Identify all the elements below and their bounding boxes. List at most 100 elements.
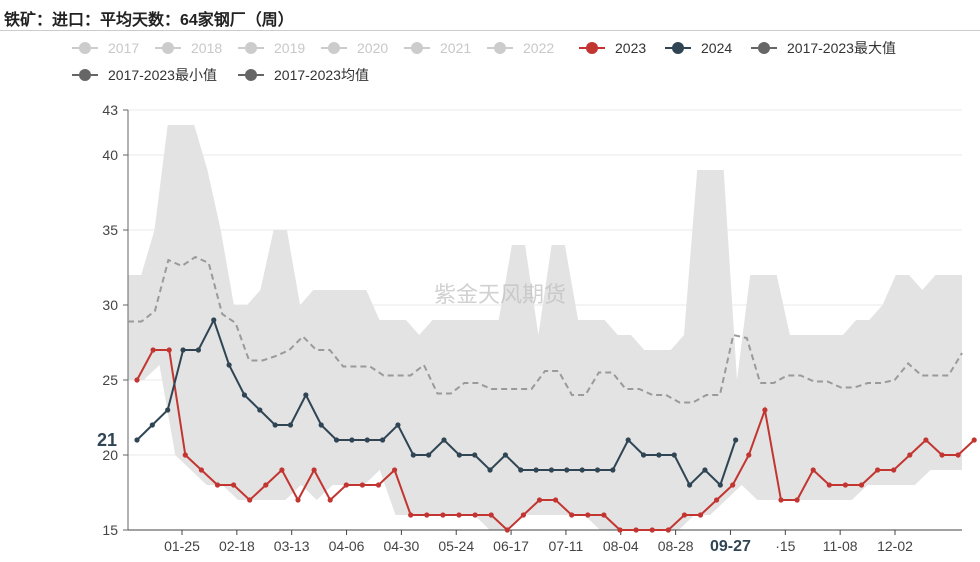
legend-label: 2021 <box>440 40 471 56</box>
x-tick-label: 01-25 <box>164 538 200 554</box>
data-point-2023 <box>569 512 575 518</box>
x-tick-label: 07-11 <box>549 538 584 554</box>
series-line-2024 <box>136 317 737 487</box>
data-point-2024 <box>733 437 739 443</box>
data-point-2023 <box>665 527 671 533</box>
legend-marker <box>672 42 684 54</box>
data-point-2023 <box>810 467 816 473</box>
data-point-2023 <box>231 482 237 488</box>
data-point-2024 <box>579 467 585 473</box>
data-point-2024 <box>149 422 155 428</box>
data-point-2024 <box>380 437 386 443</box>
data-point-2023 <box>263 482 269 488</box>
data-point-2023 <box>697 512 704 518</box>
data-point-2023 <box>714 497 720 503</box>
legend-label: 2023 <box>615 40 646 56</box>
data-point-2024 <box>656 452 662 458</box>
data-point-2023 <box>649 527 655 533</box>
data-point-2024 <box>702 467 708 473</box>
mean-line <box>128 255 963 404</box>
data-point-2023 <box>601 512 607 518</box>
data-point-2023 <box>440 512 446 518</box>
data-point-2024 <box>349 437 355 443</box>
x-tick-label: ·15 <box>775 538 795 554</box>
legend-label: 2018 <box>191 40 222 56</box>
data-point-2023 <box>182 452 188 458</box>
data-point-2024 <box>226 362 232 368</box>
data-point-2023 <box>247 497 253 503</box>
data-point-2023 <box>633 527 639 533</box>
legend-label: 2022 <box>523 40 554 56</box>
data-point-2023 <box>585 512 591 518</box>
legend-marker <box>79 69 91 81</box>
data-point-2024 <box>441 437 447 443</box>
data-point-2024 <box>195 347 201 353</box>
y-tick-label: 15 <box>102 522 118 538</box>
data-point-2024 <box>410 452 416 458</box>
data-point-2023 <box>778 497 784 503</box>
data-point-2023 <box>488 512 494 518</box>
data-point-2023 <box>134 377 140 383</box>
legend-marker <box>162 42 174 54</box>
title-divider <box>0 30 980 31</box>
legend-marker <box>586 42 598 54</box>
legend: 2017 2018 2019 2020 2021 2022 2023 2024 2017-202… <box>72 40 896 83</box>
x-tick-label: 12-02 <box>877 538 913 554</box>
data-point-2024 <box>272 422 278 428</box>
data-point-2023 <box>617 527 623 533</box>
data-point-2023 <box>327 497 333 503</box>
data-point-2024 <box>364 437 370 443</box>
data-point-2023 <box>842 482 849 488</box>
y-tick-label: 25 <box>102 372 118 388</box>
data-point-2023 <box>520 512 527 518</box>
data-point-2023 <box>730 482 736 488</box>
x-tick-label: 04-30 <box>383 538 419 554</box>
legend-label: 2024 <box>701 40 732 56</box>
data-point-2023 <box>359 482 365 488</box>
y-tick-label: 43 <box>102 102 118 118</box>
data-point-2024 <box>564 467 570 473</box>
legend-marker <box>245 69 257 81</box>
data-point-2023 <box>166 347 172 353</box>
data-point-2023 <box>198 467 204 473</box>
data-point-2023 <box>971 437 977 443</box>
data-point-2023 <box>858 482 865 488</box>
data-point-2023 <box>923 437 929 443</box>
data-point-2024 <box>472 452 478 458</box>
data-point-2023 <box>424 512 430 518</box>
data-point-2024 <box>257 407 263 413</box>
data-point-2024 <box>303 392 309 398</box>
data-point-2023 <box>746 452 752 458</box>
data-point-2023 <box>311 467 317 473</box>
legend-label: 2017-2023均值 <box>274 67 369 83</box>
data-point-2023 <box>279 467 285 473</box>
data-point-2024 <box>594 467 601 473</box>
data-point-2023 <box>891 467 897 473</box>
data-point-2023 <box>408 512 414 518</box>
x-tick-label: 11-08 <box>823 538 858 554</box>
data-point-2024 <box>548 467 555 473</box>
data-point-2023 <box>907 452 913 458</box>
y-tick-label: 30 <box>102 297 118 313</box>
data-point-2023 <box>826 482 832 488</box>
x-tick-label: 02-18 <box>219 538 255 554</box>
legend-label: 2020 <box>357 40 388 56</box>
y-tick-label: 35 <box>102 222 118 238</box>
legend-label: 2017-2023最小值 <box>108 67 217 83</box>
data-point-2023 <box>150 347 156 353</box>
legend-label: 2019 <box>274 40 305 56</box>
max-min-area <box>128 125 962 530</box>
data-point-2024 <box>426 452 432 458</box>
data-point-2023 <box>375 482 382 488</box>
data-point-2023 <box>504 527 510 533</box>
axes: 15 20 25 30 35 40 43 01-25 02-18 03-13 04-06 04-30 0… <box>97 102 962 555</box>
legend-marker <box>328 42 340 54</box>
data-point-2023 <box>472 512 478 518</box>
x-tick-label: 05-24 <box>438 538 474 554</box>
data-point-2024 <box>533 467 539 473</box>
data-point-2024 <box>134 437 140 443</box>
data-point-2024 <box>395 422 401 428</box>
x-tick-label: 08-28 <box>658 538 694 554</box>
data-point-2024 <box>165 407 171 413</box>
